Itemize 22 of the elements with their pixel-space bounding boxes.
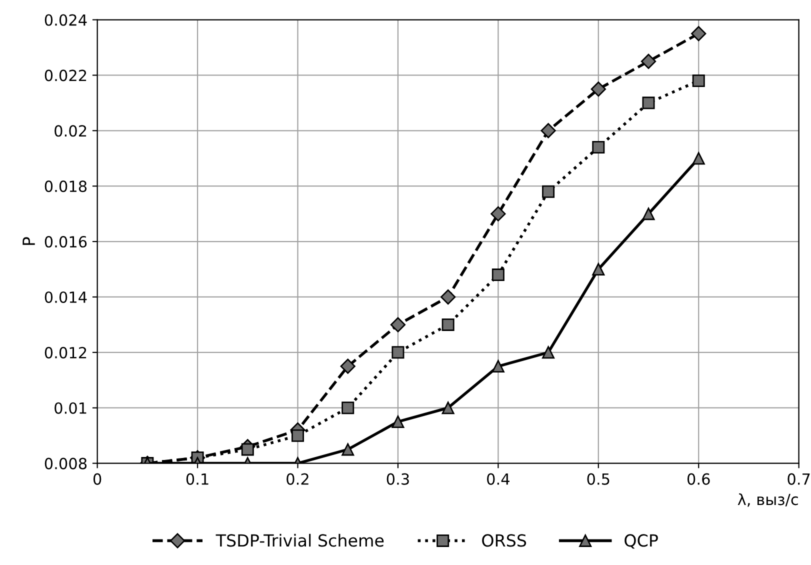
legend-label: TSDP-Trivial Scheme <box>216 534 384 547</box>
x-axis-title: λ, выз/с <box>738 493 798 507</box>
x-tick-label: 0.5 <box>587 473 610 485</box>
y-tick-label: 0.022 <box>44 70 86 82</box>
legend-label: ORSS <box>482 534 526 547</box>
y-tick-label: 0.012 <box>44 346 86 358</box>
x-tick-label: 0.6 <box>687 473 710 485</box>
y-tick-label: 0.018 <box>44 180 87 192</box>
x-tick-label: 0.4 <box>487 473 510 485</box>
y-tick-label: 0.016 <box>44 236 87 248</box>
y-axis-title: P <box>22 237 35 245</box>
y-tick-label: 0.02 <box>54 125 86 137</box>
x-tick-label: 0.2 <box>286 473 308 485</box>
x-tick-label: 0.3 <box>386 473 409 485</box>
y-tick-label: 0.01 <box>54 402 86 414</box>
x-tick-label: 0 <box>93 473 102 485</box>
x-tick-label: 0.1 <box>186 473 208 485</box>
y-tick-label: 0.024 <box>44 14 87 26</box>
y-tick-label: 0.014 <box>44 291 87 303</box>
x-tick-label: 0.7 <box>788 473 810 485</box>
legend-label: QCP <box>624 534 658 549</box>
y-tick-label: 0.008 <box>44 458 87 470</box>
